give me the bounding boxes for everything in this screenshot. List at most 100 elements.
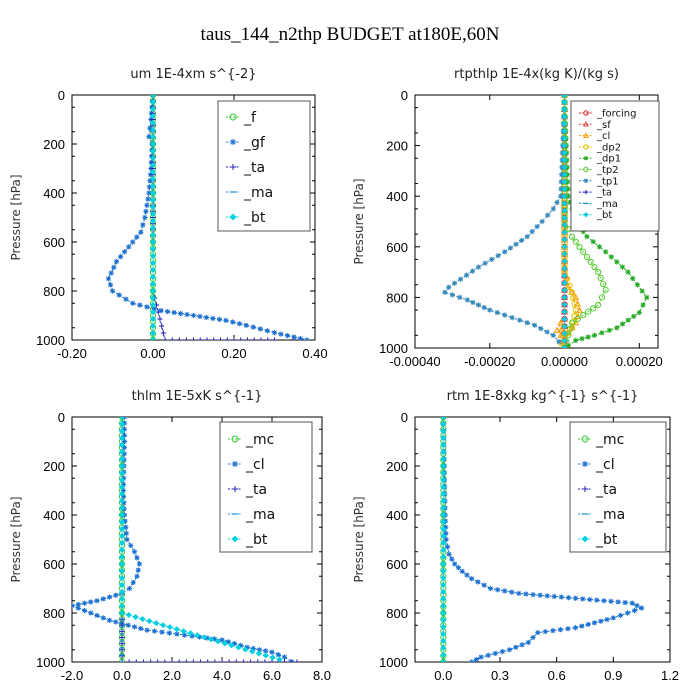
data-point [561, 287, 568, 294]
data-point [443, 536, 449, 543]
series-line-bt [121, 417, 280, 660]
data-point [119, 659, 125, 662]
data-point [244, 337, 251, 340]
data-point [603, 249, 609, 255]
data-point [176, 337, 182, 340]
data-point [523, 591, 529, 597]
data-point [113, 592, 119, 598]
data-point [138, 229, 144, 235]
data-point [537, 592, 543, 598]
data-point [121, 426, 128, 432]
data-point [487, 307, 493, 313]
data-point [532, 322, 538, 328]
data-point [544, 329, 550, 335]
data-point [131, 549, 138, 555]
legend-label: _ma [596, 199, 618, 210]
legend-label: _cl [596, 131, 610, 142]
x-tick-label: 0.00000 [541, 354, 588, 369]
data-point [160, 330, 167, 336]
data-point [119, 628, 125, 634]
x-tick-label: 0.00 [140, 346, 165, 361]
data-point [118, 455, 126, 463]
data-point [181, 632, 188, 638]
y-tick-label: 1000 [379, 341, 408, 356]
y-tick-label: 1000 [36, 333, 65, 348]
data-point [570, 318, 577, 325]
data-point [556, 339, 562, 345]
data-point [149, 119, 157, 127]
series-markers-bt [118, 417, 283, 662]
data-point [297, 335, 304, 340]
data-point [281, 659, 288, 662]
panel-3: thlm 1E-5xK s^{-1} Pressure [hPa] 0 200 400 6… [9, 389, 331, 683]
data-point [446, 551, 452, 557]
data-point [250, 645, 256, 652]
data-point [143, 208, 149, 214]
data-point [149, 154, 157, 162]
data-point [159, 629, 165, 635]
data-point [558, 325, 566, 332]
data-point [568, 324, 576, 331]
data-point [572, 595, 579, 601]
data-point [149, 252, 157, 260]
data-point [558, 594, 564, 600]
data-point [518, 237, 525, 244]
data-point [442, 289, 448, 295]
data-point [214, 638, 221, 645]
data-point [205, 659, 211, 662]
figure-title: taus_144_n2thp BUDGET at180E,60N [201, 24, 500, 45]
data-point [440, 490, 447, 498]
data-point [469, 268, 476, 274]
data-point [587, 596, 593, 603]
legend-label: _ta [596, 188, 612, 199]
data-point [529, 229, 535, 235]
legend-marker [583, 178, 589, 183]
data-point [591, 332, 598, 338]
data-point [121, 506, 127, 512]
legend-marker [582, 461, 588, 467]
data-point [622, 599, 628, 606]
data-point [118, 448, 126, 456]
data-point [561, 301, 568, 308]
data-point [94, 612, 100, 619]
data-point [440, 630, 447, 638]
data-point [149, 98, 157, 106]
series-area [442, 95, 650, 348]
data-point [126, 659, 132, 662]
data-point [634, 603, 640, 609]
data-point [180, 628, 187, 635]
data-point [166, 630, 173, 636]
data-point [608, 598, 614, 604]
data-point [631, 313, 637, 319]
y-axis-label: Pressure [hPa] [9, 174, 23, 260]
data-point [574, 315, 581, 323]
data-point [440, 553, 447, 561]
data-point [561, 323, 568, 330]
data-point [147, 125, 153, 131]
data-point [614, 259, 620, 265]
data-point [579, 336, 585, 342]
data-point [561, 200, 568, 207]
data-point [291, 334, 297, 340]
data-point [561, 135, 568, 142]
data-point [440, 616, 447, 624]
data-point [598, 294, 606, 301]
data-point [263, 648, 269, 654]
data-point [126, 244, 132, 250]
legend-marker [582, 121, 590, 127]
data-point [160, 622, 167, 629]
data-point [281, 654, 288, 660]
data-point [639, 605, 645, 611]
data-point [149, 329, 157, 337]
data-point [126, 585, 133, 592]
data-point [149, 210, 157, 218]
data-point [561, 113, 568, 120]
data-point [561, 243, 568, 250]
data-point [440, 420, 447, 428]
data-point [535, 630, 541, 636]
legend-label: _bt [596, 210, 612, 221]
panel-title: thlm 1E-5xK s^{-1} [132, 389, 263, 404]
data-point [190, 659, 197, 662]
legend-label: _bt [595, 532, 618, 548]
data-point [269, 654, 276, 661]
